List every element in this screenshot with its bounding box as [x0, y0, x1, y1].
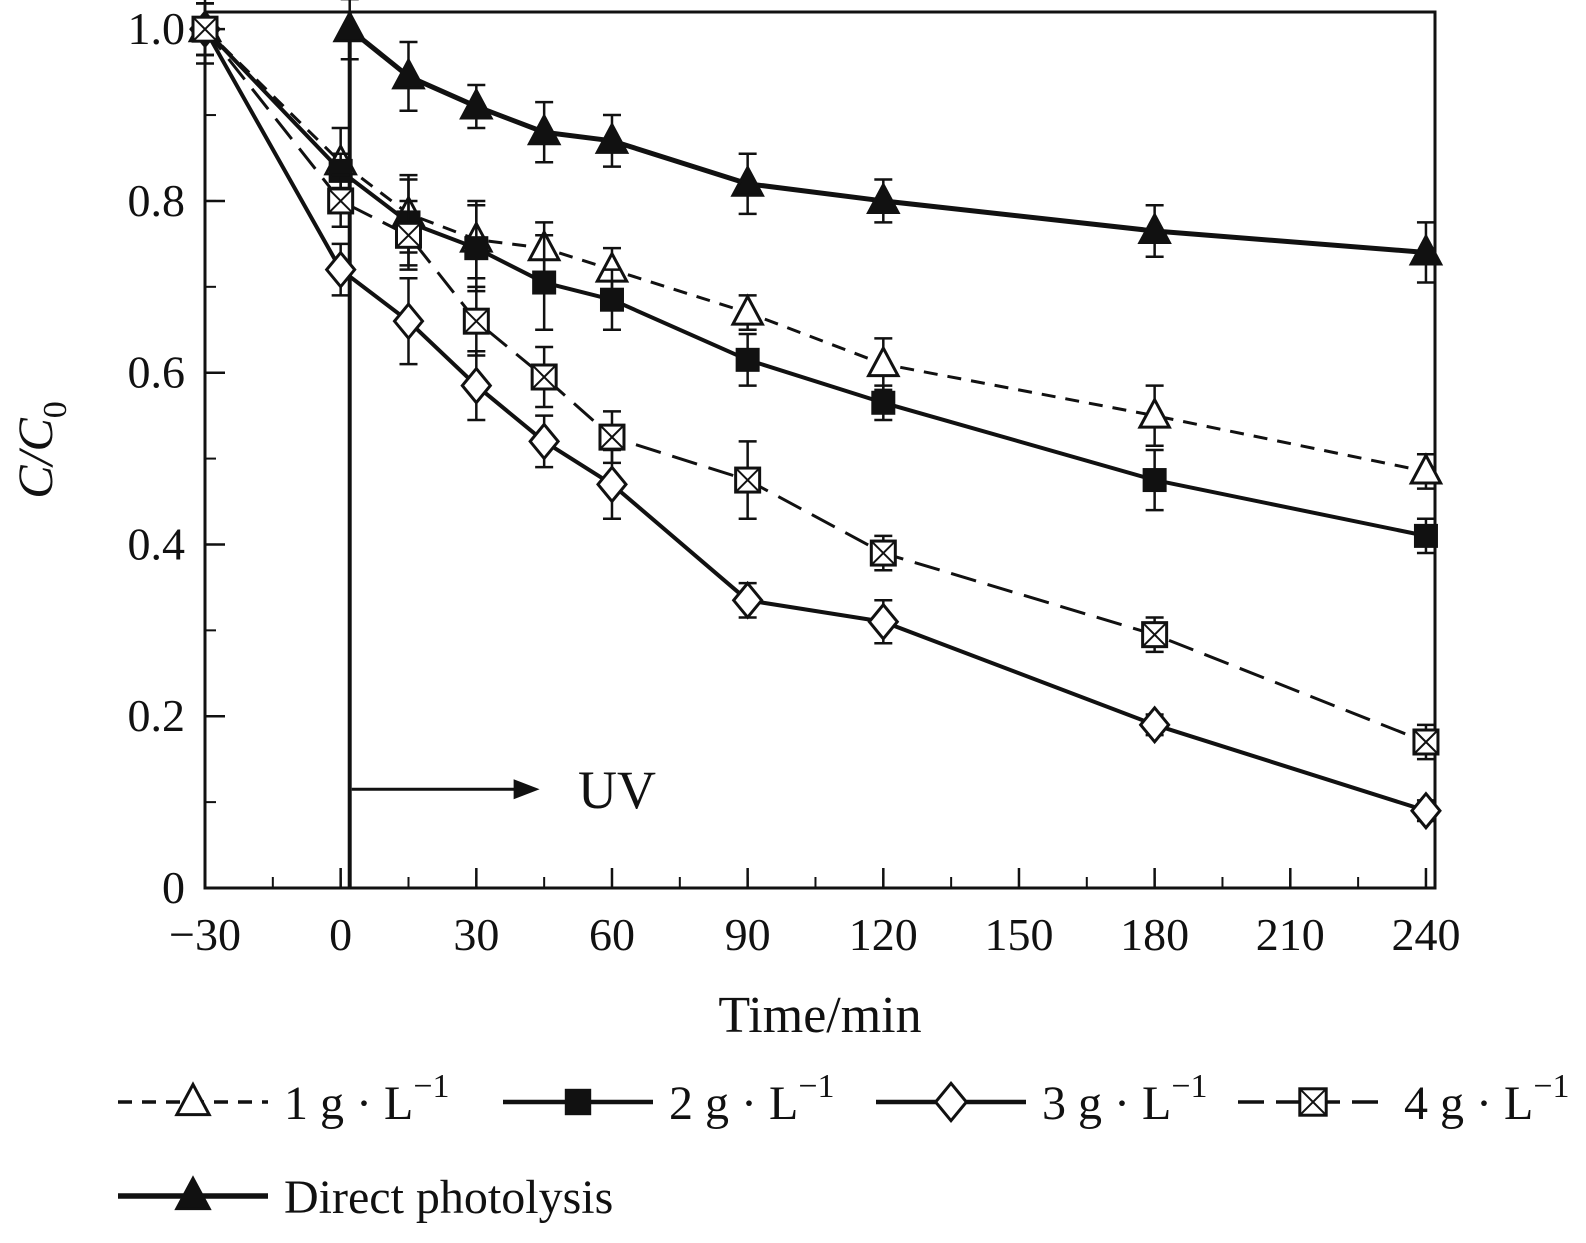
- series-2-square-filled: [193, 2, 1438, 555]
- x-tick-label: 150: [984, 909, 1053, 960]
- series-5-triangle-filled: [332, 0, 1444, 284]
- legend-item-4: 4 g · L−1: [1238, 1068, 1570, 1130]
- y-tick-label: 0.2: [128, 690, 186, 741]
- legend-item-2: 2 g · L−1: [503, 1068, 835, 1130]
- x-tick-label: 210: [1256, 909, 1325, 960]
- x-axis-label: Time/min: [718, 987, 921, 1044]
- axes: −30 0 30 60 90 120 150 180 210 24000.20.40.60.81.…: [128, 3, 1461, 960]
- x-tick-label: 60: [589, 909, 635, 960]
- y-tick-label: 1.0: [128, 3, 186, 54]
- uv-arrowhead: [513, 779, 540, 800]
- x-tick-label: 90: [725, 909, 771, 960]
- legend-label: 3 g · L−1: [1042, 1068, 1208, 1130]
- legend-label: Direct photolysis: [284, 1171, 613, 1224]
- y-tick-label: 0: [162, 862, 185, 913]
- series-1-triangle-open: [187, 2, 1444, 490]
- x-tick-label: 120: [849, 909, 918, 960]
- svg-text:C/C0: C/C0: [7, 401, 74, 499]
- legend-item-1: 1 g · L−1: [118, 1068, 450, 1130]
- y-tick-label: 0.8: [128, 175, 186, 226]
- uv-on-marker: [347, 12, 540, 888]
- series-3-diamond-open: [189, 2, 1442, 831]
- x-tick-label: −30: [169, 909, 241, 960]
- x-tick-label: 30: [453, 909, 499, 960]
- x-tick-label: 240: [1391, 909, 1460, 960]
- y-tick-label: 0.4: [128, 518, 186, 569]
- legend-label: 4 g · L−1: [1404, 1068, 1570, 1130]
- legend-item-5: Direct photolysis: [118, 1171, 613, 1224]
- y-tick-label: 0.6: [128, 347, 186, 398]
- x-tick-label: 0: [329, 909, 352, 960]
- legend-label: 2 g · L−1: [669, 1068, 835, 1130]
- x-tick-label: 180: [1120, 909, 1189, 960]
- y-axis-label: C/C0: [7, 401, 74, 499]
- uv-annotation-label: UV: [578, 760, 656, 820]
- legend-label: 1 g · L−1: [284, 1068, 450, 1130]
- legend-item-3: 3 g · L−1: [876, 1068, 1208, 1130]
- series-4-square-cross: [191, 0, 1440, 761]
